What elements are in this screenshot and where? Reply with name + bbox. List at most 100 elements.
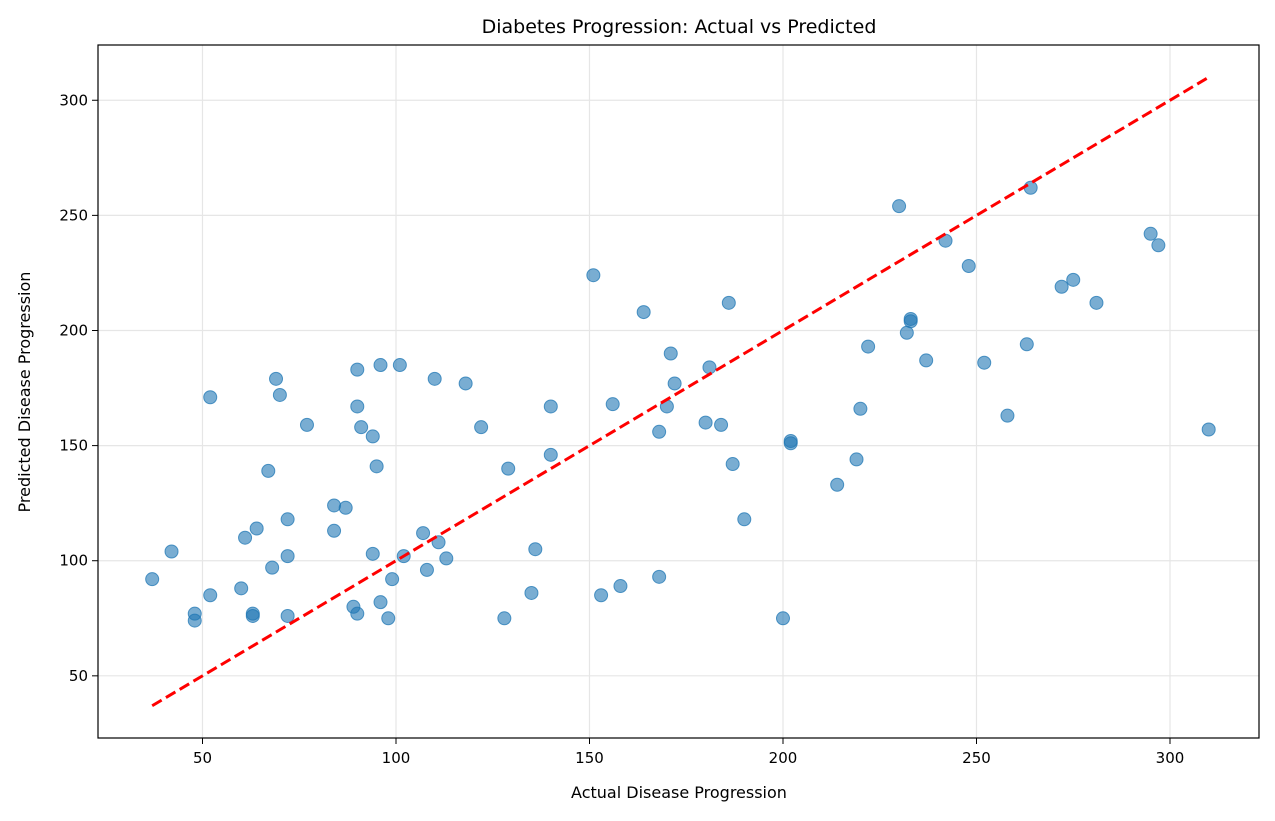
grid (98, 45, 1259, 738)
data-point (238, 530, 253, 545)
data-point (392, 358, 407, 373)
x-tick-label: 200 (769, 749, 798, 767)
data-point (961, 259, 976, 274)
data-point (261, 463, 276, 478)
data-point (365, 546, 380, 561)
data-point (272, 387, 287, 402)
data-point (667, 376, 682, 391)
data-point (1066, 272, 1081, 287)
data-point (636, 305, 651, 320)
data-point (381, 611, 396, 626)
data-point (164, 544, 179, 559)
data-point (474, 420, 489, 435)
data-point (299, 417, 314, 432)
y-tick-label: 250 (59, 206, 88, 224)
data-point (594, 588, 609, 603)
y-tick-label: 300 (59, 91, 88, 109)
x-tick-label: 150 (575, 749, 604, 767)
ticks: 50 100 150 200 250 300 50 100 150 200 250 300 (59, 91, 1184, 767)
data-point (249, 521, 264, 536)
data-point (416, 526, 431, 541)
data-point (849, 452, 864, 467)
data-point (861, 339, 876, 354)
data-point (419, 562, 434, 577)
data-point (652, 424, 667, 439)
data-point (280, 549, 295, 564)
data-point (338, 500, 353, 515)
y-tick-label: 50 (69, 667, 88, 685)
data-point (1151, 238, 1166, 253)
data-point (245, 608, 260, 623)
y-axis-label: Predicted Disease Progression (15, 272, 34, 513)
data-point (652, 569, 667, 584)
data-point (528, 542, 543, 557)
plot-frame (97, 44, 1260, 739)
data-point (269, 371, 284, 386)
data-point (365, 429, 380, 444)
data-point (373, 595, 388, 610)
reference-line (151, 75, 1210, 708)
data-point (427, 371, 442, 386)
data-point (373, 358, 388, 373)
data-point (265, 560, 280, 575)
data-point (187, 613, 202, 628)
chart-title: Diabetes Progression: Actual vs Predicte… (482, 16, 877, 38)
data-point (280, 608, 295, 623)
data-point (369, 459, 384, 474)
data-point (354, 420, 369, 435)
data-point (1000, 408, 1015, 423)
data-point (439, 551, 454, 566)
x-tick-label: 50 (193, 749, 212, 767)
data-point (1143, 226, 1158, 241)
data-point (234, 581, 249, 596)
x-tick-label: 300 (1156, 749, 1185, 767)
data-point (385, 572, 400, 587)
data-point (1089, 295, 1104, 310)
data-point (543, 399, 558, 414)
data-point (145, 572, 160, 587)
data-point (350, 606, 365, 621)
data-point (1019, 337, 1034, 352)
data-point (725, 457, 740, 472)
data-point (203, 390, 218, 405)
data-point (714, 417, 729, 432)
data-point (605, 397, 620, 412)
data-point (919, 353, 934, 368)
data-point (1054, 279, 1069, 294)
data-point (737, 512, 752, 527)
data-point (783, 436, 798, 451)
data-point (1201, 422, 1216, 437)
data-point (1023, 180, 1038, 195)
x-axis-label: Actual Disease Progression (571, 783, 787, 802)
data-point (350, 399, 365, 414)
data-point (497, 611, 512, 626)
data-point (853, 401, 868, 416)
data-point (586, 268, 601, 283)
data-point (830, 477, 845, 492)
x-tick-label: 100 (382, 749, 411, 767)
data-point (613, 579, 628, 594)
data-point (892, 199, 907, 214)
y-tick-label: 200 (59, 321, 88, 339)
data-point (698, 415, 713, 430)
data-point (327, 523, 342, 538)
data-point (903, 314, 918, 329)
data-point (501, 461, 516, 476)
data-point (280, 512, 295, 527)
data-point (203, 588, 218, 603)
data-point (721, 295, 736, 310)
data-point (775, 611, 790, 626)
data-point (663, 346, 678, 361)
data-point (543, 447, 558, 462)
data-point (458, 376, 473, 391)
y-tick-label: 100 (59, 552, 88, 570)
data-point (524, 585, 539, 600)
x-tick-label: 250 (962, 749, 991, 767)
data-point (350, 362, 365, 377)
y-tick-label: 150 (59, 437, 88, 455)
data-point (977, 355, 992, 370)
data-points (145, 180, 1216, 628)
data-point (702, 360, 717, 375)
data-point (327, 498, 342, 513)
